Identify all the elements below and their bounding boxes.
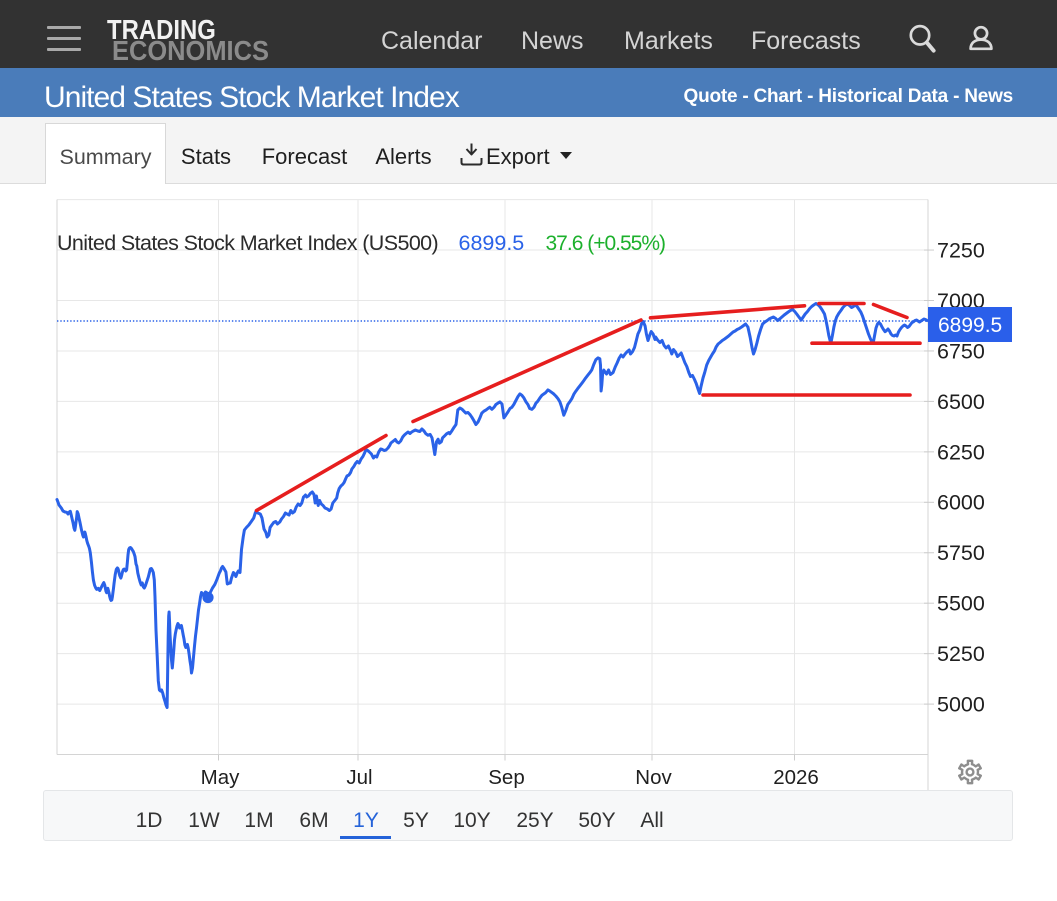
svg-text:5750: 5750 [937, 541, 985, 565]
svg-text:7250: 7250 [937, 238, 985, 262]
svg-text:6500: 6500 [937, 390, 985, 414]
svg-text:Sep: Sep [488, 766, 524, 789]
svg-text:6000: 6000 [937, 491, 985, 515]
svg-text:5500: 5500 [937, 592, 985, 616]
svg-text:5250: 5250 [937, 642, 985, 666]
svg-text:2026: 2026 [773, 766, 819, 789]
svg-text:6250: 6250 [937, 440, 985, 464]
svg-text:6899.5: 6899.5 [459, 231, 525, 255]
svg-text:Nov: Nov [635, 766, 672, 789]
svg-text:May: May [201, 766, 240, 789]
svg-text:Jul: Jul [346, 766, 372, 789]
svg-text:6750: 6750 [937, 339, 985, 363]
svg-text:6899.5: 6899.5 [938, 314, 1002, 337]
svg-text:37.6 (+0.55%): 37.6 (+0.55%) [546, 232, 666, 255]
svg-text:United States Stock Market Ind: United States Stock Market Index (US500) [57, 231, 438, 255]
svg-text:5000: 5000 [937, 693, 985, 717]
